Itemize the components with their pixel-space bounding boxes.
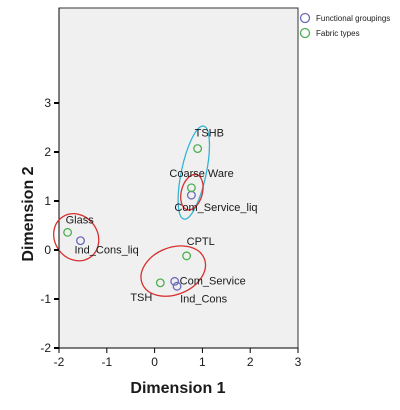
cluster-ellipse [177, 125, 211, 220]
data-point [172, 281, 182, 291]
point-label: Coarse Ware [169, 168, 233, 180]
data-points [63, 144, 203, 291]
x-tick-label: -1 [101, 355, 112, 369]
y-tick-label: 3 [44, 96, 51, 110]
x-tick-label: 0 [151, 355, 158, 369]
legend-marker [299, 12, 311, 24]
point-label: Com_Service_liq [174, 202, 257, 214]
cluster-ellipse [180, 173, 204, 211]
point-label: CPTL [187, 236, 215, 248]
point-label: Ind_Cons [180, 293, 228, 305]
x-axis-title: Dimension 1 [130, 380, 225, 397]
data-point [193, 144, 203, 154]
data-point [63, 227, 73, 237]
data-point [170, 276, 180, 286]
x-tick-label: -2 [54, 355, 65, 369]
plot-area [58, 7, 299, 349]
axis-ticks: -2 -1 0 1 2 3 -2 -1 0 1 2 3 [40, 96, 301, 369]
y-axis-title: Dimension 2 [20, 166, 37, 261]
y-tick-label: -1 [40, 292, 51, 306]
legend-label: Fabric types [316, 29, 360, 38]
data-point [186, 183, 196, 193]
y-tick-label: 2 [44, 145, 51, 159]
y-tick-label: -2 [40, 341, 51, 355]
x-tick-label: 3 [295, 355, 302, 369]
legend: Functional groupings Fabric types [299, 12, 390, 39]
legend-label: Functional groupings [316, 14, 390, 23]
point-label: Glass [66, 214, 95, 226]
legend-marker [299, 27, 311, 39]
y-tick-label: 1 [44, 194, 51, 208]
x-tick-label: 2 [247, 355, 254, 369]
y-tick-label: 0 [44, 243, 51, 257]
x-tick-label: 1 [199, 355, 206, 369]
cluster-ellipse [140, 245, 207, 297]
data-point [155, 278, 165, 288]
point-label: TSHB [195, 128, 224, 140]
data-point [182, 251, 192, 261]
point-label: Com_Service [180, 275, 246, 287]
point-labels: Com_Service_liq Ind_Cons_liq Com_Service In… [66, 128, 258, 306]
point-label: Ind_Cons_liq [75, 245, 139, 257]
data-point [76, 236, 85, 246]
point-label: TSH [130, 292, 152, 304]
